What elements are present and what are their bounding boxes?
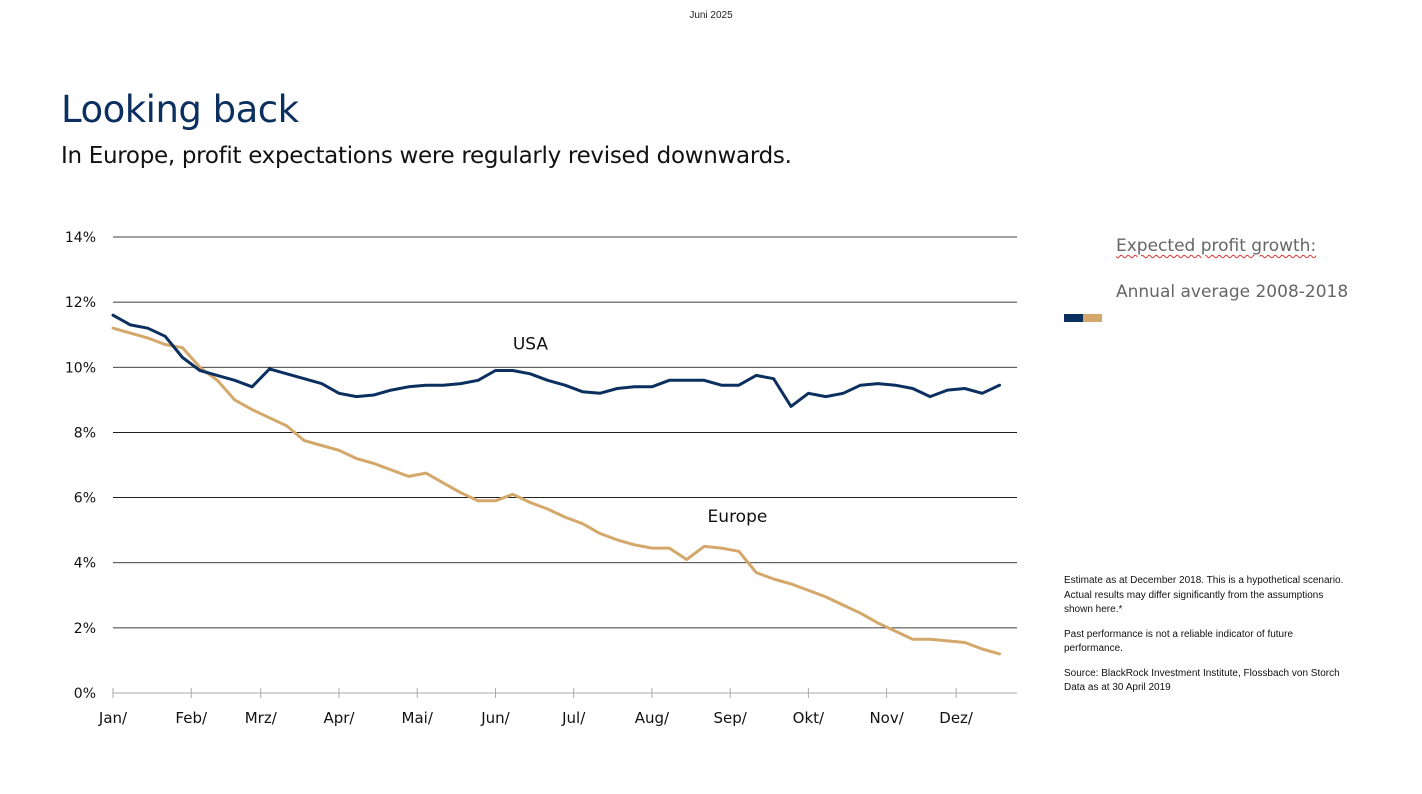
y-tick-label-7: 14% <box>65 230 96 246</box>
line-chart: 0% 2% 4% 6% 8% 10% 12% 14% Jan/Feb/Mrz/Apr/Mai/J… <box>65 230 1017 727</box>
series-annotation-europe: Europe <box>708 507 768 527</box>
legend-swatch <box>1064 314 1102 322</box>
series-line-europe <box>111 326 1002 656</box>
page-title: Looking back <box>61 88 299 131</box>
legend-subtitle: Annual average 2008-2018 <box>1116 282 1349 302</box>
y-tick-label-2: 4% <box>74 556 96 572</box>
legend-title-text: Expected profit growth: <box>1116 236 1317 256</box>
x-tick-label-9: Okt/ <box>793 709 825 727</box>
note-data-date: Data as at 30 April 2019 <box>1064 682 1171 693</box>
y-tick-label-3: 6% <box>74 491 96 507</box>
page-subtitle: In Europe, profit expectations were regu… <box>61 143 792 169</box>
x-tick-label-3: Apr/ <box>323 709 355 727</box>
footnotes: Estimate as at December 2018. This is a … <box>1064 574 1354 696</box>
series-annotation-usa: USA <box>513 334 549 354</box>
y-tick-label-1: 2% <box>74 621 96 637</box>
x-tick-label-11: Dez/ <box>939 709 974 727</box>
x-tick-label-4: Mai/ <box>402 709 434 727</box>
x-tick-label-7: Aug/ <box>635 709 670 727</box>
x-tick-label-8: Sep/ <box>713 709 747 727</box>
y-tick-label-5: 10% <box>65 360 96 376</box>
y-tick-label-0: 0% <box>74 686 96 702</box>
legend-swatch-usa <box>1064 314 1083 322</box>
note-estimate: Estimate as at December 2018. This is a … <box>1064 575 1344 615</box>
header-date: Juni 2025 <box>689 10 733 21</box>
note-source: Source: BlackRock Investment Institute, … <box>1064 667 1340 679</box>
x-tick-label-0: Jan/ <box>98 709 128 727</box>
y-tick-label-6: 12% <box>65 295 96 311</box>
x-tick-label-2: Mrz/ <box>245 709 278 727</box>
x-tick-label-5: Jun/ <box>480 709 510 727</box>
legend-title: Expected profit growth: <box>1116 236 1316 256</box>
y-tick-label-4: 8% <box>74 425 96 441</box>
note-past-performance: Past performance is not a reliable indic… <box>1064 628 1294 655</box>
x-tick-label-1: Feb/ <box>175 709 208 727</box>
series-line-usa <box>111 313 1002 408</box>
x-tick-label-10: Nov/ <box>869 709 904 727</box>
legend-swatch-europe <box>1083 314 1102 322</box>
x-tick-label-6: Jul/ <box>561 709 586 727</box>
